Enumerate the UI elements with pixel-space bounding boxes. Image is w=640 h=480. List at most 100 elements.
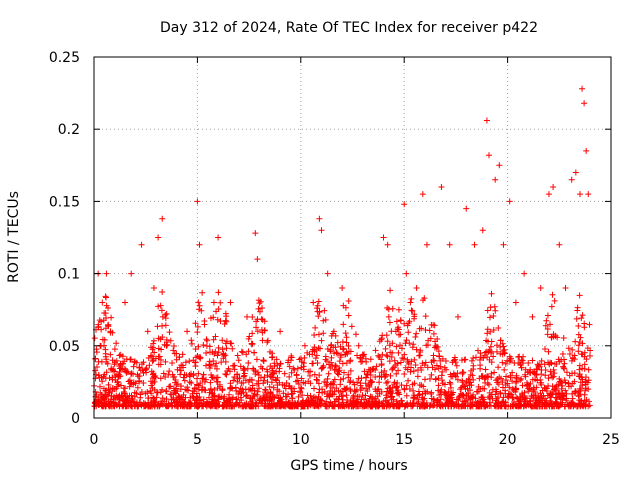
data-point xyxy=(336,393,343,400)
data-point xyxy=(126,392,133,399)
data-point xyxy=(553,360,560,367)
data-point xyxy=(251,349,258,356)
data-point xyxy=(484,354,491,361)
data-point xyxy=(537,285,544,292)
data-point xyxy=(249,313,256,320)
data-point xyxy=(388,396,395,403)
data-point xyxy=(538,357,545,364)
data-point xyxy=(255,297,262,304)
data-point xyxy=(404,359,411,366)
data-point xyxy=(423,241,430,248)
data-point xyxy=(401,385,408,392)
data-point xyxy=(439,377,446,384)
data-point xyxy=(551,370,558,377)
data-point xyxy=(507,355,514,362)
data-point xyxy=(254,391,261,398)
data-point xyxy=(339,338,346,345)
data-point xyxy=(543,317,550,324)
data-point xyxy=(484,380,491,387)
x-tick-label: 15 xyxy=(395,432,413,448)
data-point xyxy=(195,299,202,306)
data-point xyxy=(408,307,415,314)
data-point xyxy=(389,402,396,409)
data-point xyxy=(157,375,164,382)
data-point xyxy=(582,374,589,381)
data-point xyxy=(150,337,157,344)
data-point xyxy=(237,363,244,370)
x-axis-label: GPS time / hours xyxy=(290,458,407,474)
data-point xyxy=(181,371,188,378)
data-point xyxy=(111,346,118,353)
data-point xyxy=(457,386,464,393)
data-point xyxy=(222,402,229,409)
data-point xyxy=(195,370,202,377)
data-point xyxy=(212,333,219,340)
data-point xyxy=(92,367,99,374)
data-point xyxy=(404,402,411,409)
data-point xyxy=(316,372,323,379)
data-point xyxy=(268,379,275,386)
data-point xyxy=(315,403,322,410)
data-point xyxy=(521,270,528,277)
data-point xyxy=(230,377,237,384)
data-point xyxy=(219,386,226,393)
data-point xyxy=(435,387,442,394)
data-point xyxy=(99,336,106,343)
data-point xyxy=(148,368,155,375)
data-point xyxy=(143,366,150,373)
data-point xyxy=(353,386,360,393)
data-point xyxy=(254,328,261,335)
data-point xyxy=(249,330,256,337)
data-point xyxy=(240,373,247,380)
data-point xyxy=(119,402,126,409)
data-point xyxy=(315,298,322,305)
data-point xyxy=(99,299,106,306)
data-point xyxy=(413,285,420,292)
data-point xyxy=(384,399,391,406)
data-point xyxy=(336,367,343,374)
data-point xyxy=(224,399,231,406)
data-point xyxy=(435,375,442,382)
data-point xyxy=(223,345,230,352)
data-point xyxy=(537,390,544,397)
data-point xyxy=(504,380,511,387)
data-point xyxy=(459,370,466,377)
data-point xyxy=(461,383,468,390)
data-point xyxy=(309,398,316,405)
data-point xyxy=(261,327,268,334)
data-point xyxy=(309,360,316,367)
data-point xyxy=(117,365,124,372)
data-point xyxy=(491,303,498,310)
data-point xyxy=(378,388,385,395)
data-point xyxy=(505,403,512,410)
data-point xyxy=(500,241,507,248)
data-point xyxy=(289,390,296,397)
data-point xyxy=(343,360,350,367)
data-point xyxy=(221,352,228,359)
data-point xyxy=(410,368,417,375)
data-point xyxy=(428,395,435,402)
data-point xyxy=(329,363,336,370)
data-point xyxy=(582,387,589,394)
data-point xyxy=(506,358,513,365)
data-point xyxy=(148,390,155,397)
data-point xyxy=(422,359,429,366)
data-point xyxy=(304,392,311,399)
data-point xyxy=(186,373,193,380)
data-point xyxy=(438,386,445,393)
data-point xyxy=(460,391,467,398)
data-point xyxy=(480,354,487,361)
data-point xyxy=(137,367,144,374)
data-point xyxy=(235,357,242,364)
data-point xyxy=(128,370,135,377)
data-point xyxy=(185,387,192,394)
data-point xyxy=(325,370,332,377)
data-point xyxy=(262,387,269,394)
data-point xyxy=(150,356,157,363)
data-point xyxy=(435,365,442,372)
data-point xyxy=(189,393,196,400)
data-point xyxy=(288,369,295,376)
data-point xyxy=(364,370,371,377)
data-point xyxy=(340,321,347,328)
